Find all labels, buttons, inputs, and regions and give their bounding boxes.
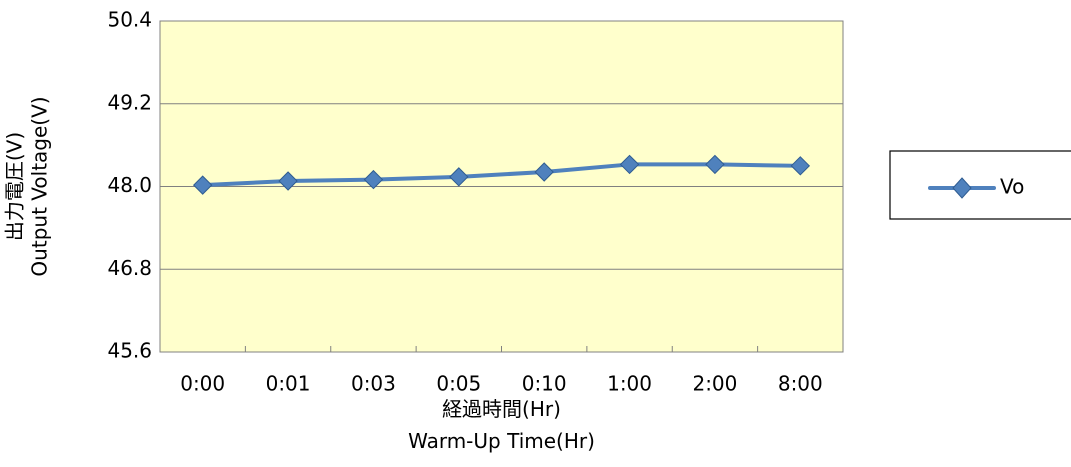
x-tick-label: 0:05 [436, 372, 481, 396]
y-tick-label: 48.0 [107, 173, 152, 197]
x-tick-label: 2:00 [692, 372, 737, 396]
series-point-vo [790, 156, 811, 176]
y-tick-label: 45.6 [107, 339, 152, 363]
x-tick-label: 8:00 [778, 372, 823, 396]
legend-label: Vo [1000, 175, 1024, 199]
series-line-vo [200, 162, 803, 188]
legend: Vo [889, 150, 1071, 220]
x-tick-label: 1:00 [607, 372, 652, 396]
y-tick-label: 49.2 [107, 90, 152, 114]
y-axis-title: 出力電圧(V) Output Voltage(V) [3, 96, 52, 276]
series-point-vo [449, 167, 469, 187]
series-point-vo [705, 154, 725, 175]
y-axis: 45.6 46.8 48.0 49.2 50.4 [107, 8, 152, 363]
x-tick-label: 0:10 [522, 372, 567, 396]
y-tick-label: 46.8 [107, 256, 152, 280]
series-point-vo [192, 175, 213, 195]
x-tick-label: 0:03 [351, 372, 396, 396]
series-point-vo [278, 171, 298, 191]
series-point-vo [363, 169, 384, 190]
x-axis-title: 経過時間(Hr) Warm-Up Time(Hr) [408, 397, 595, 453]
x-axis-title-line-2: Warm-Up Time(Hr) [408, 429, 595, 453]
x-tick-label: 0:01 [266, 372, 311, 396]
x-axis: 0:00 0:01 0:03 0:05 0:10 1:00 2:00 8:00 [159, 346, 844, 396]
series-point-vo [534, 162, 554, 182]
grid-lines [160, 20, 843, 353]
x-axis-title-line-1: 経過時間(Hr) [442, 397, 561, 421]
y-axis-title-line-1: 出力電圧(V) [3, 132, 27, 241]
x-tick-label: 0:00 [180, 372, 225, 396]
legend-marker [952, 177, 972, 199]
series-point-vo [619, 154, 640, 175]
legend-box [889, 150, 1071, 220]
series-layer [192, 154, 811, 195]
y-axis-title-line-2: Output Voltage(V) [28, 96, 52, 276]
y-tick-label: 50.4 [107, 8, 152, 32]
